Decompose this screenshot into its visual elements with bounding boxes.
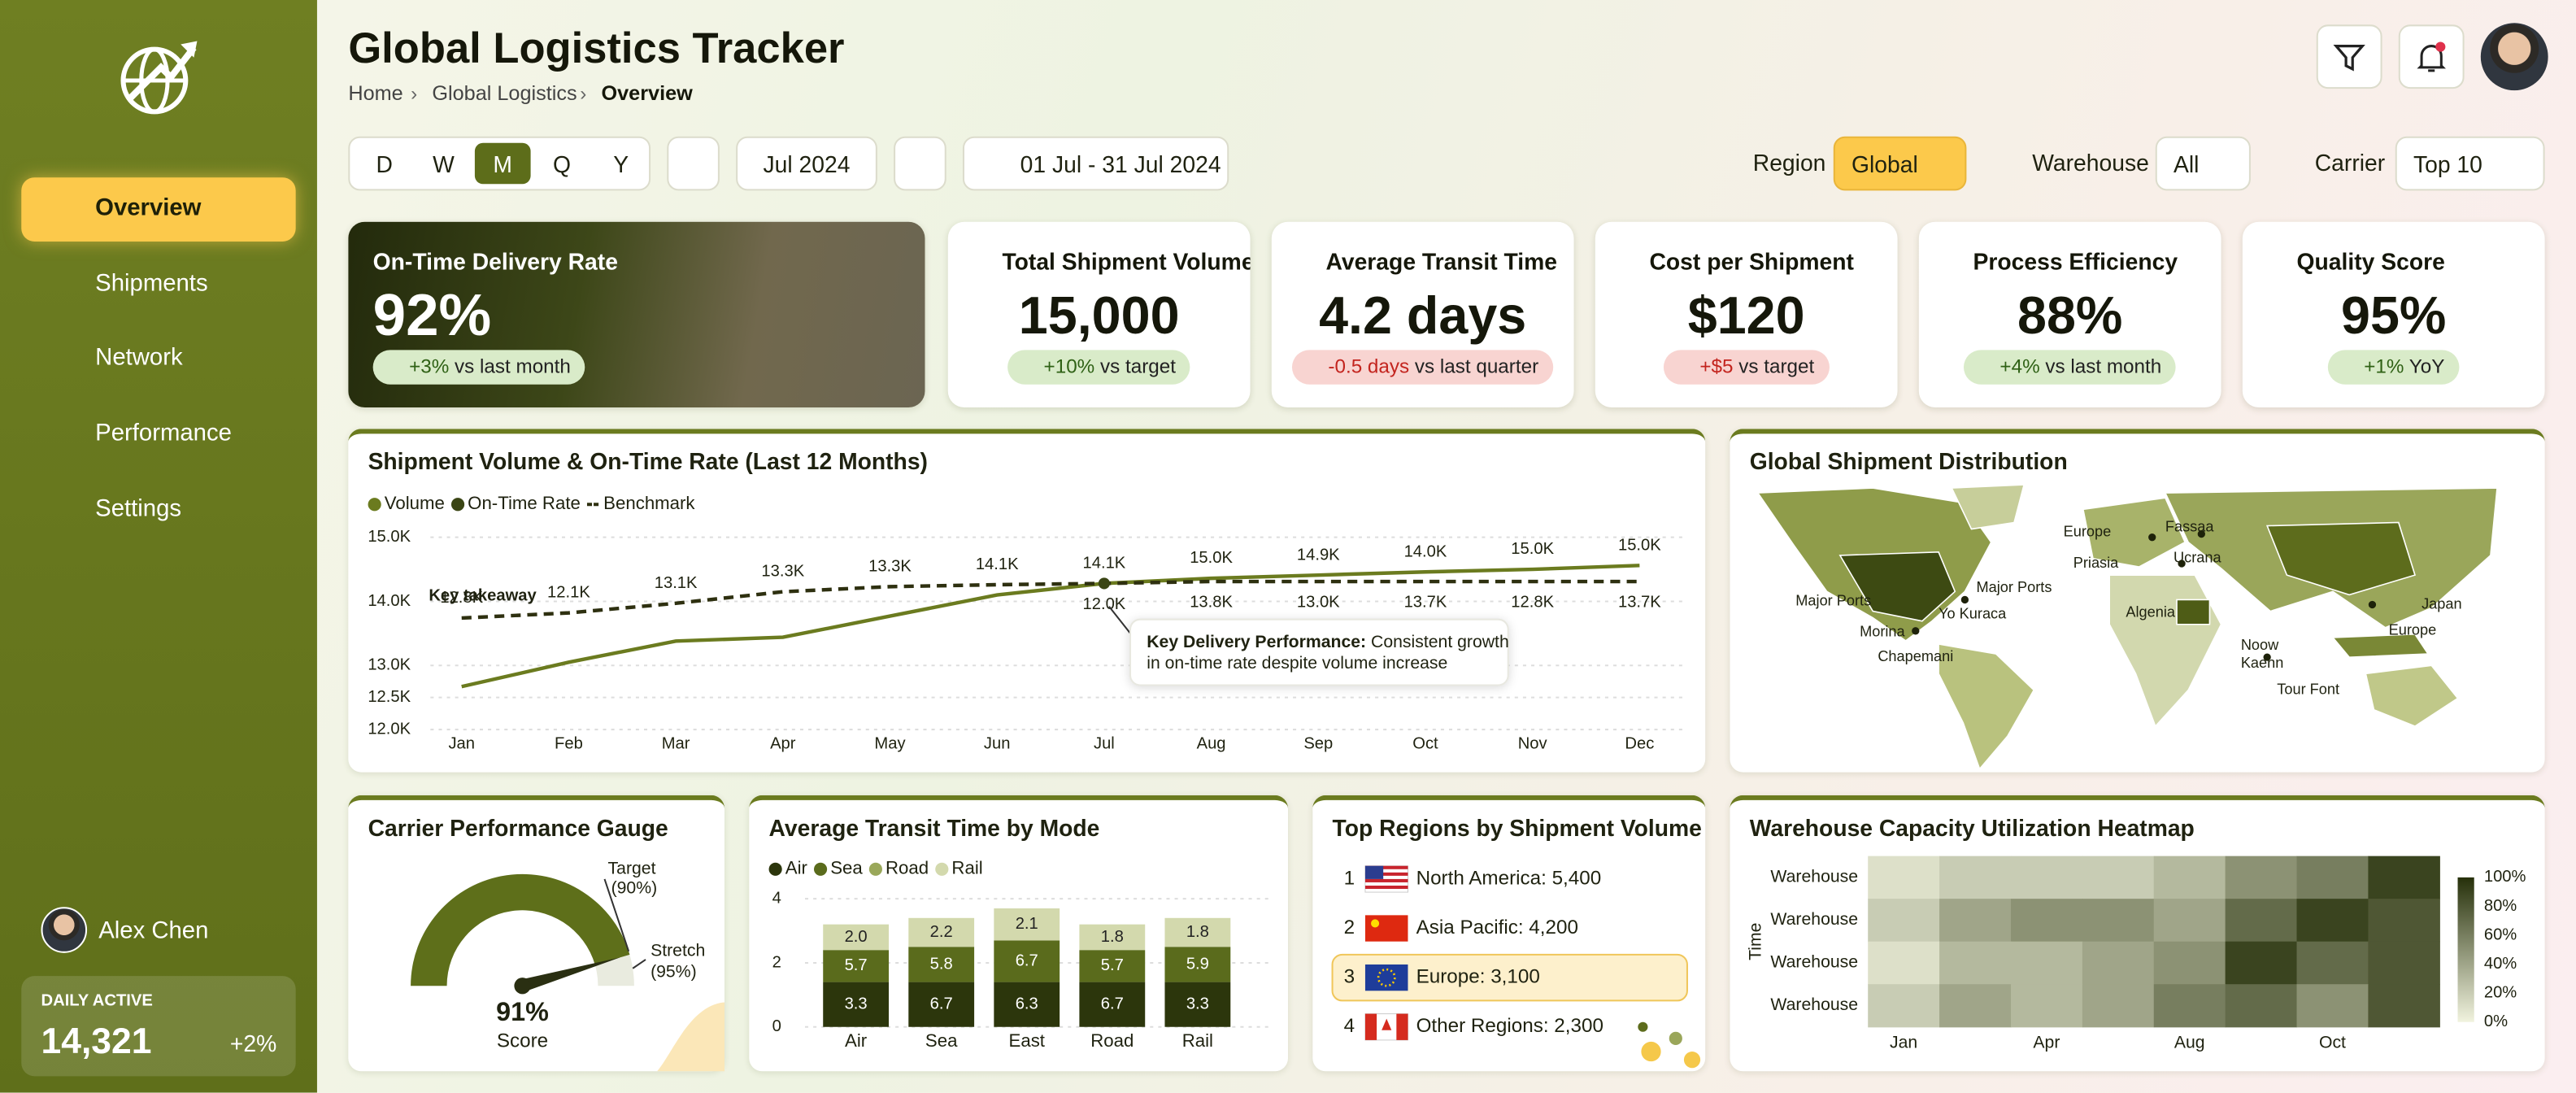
kpi-context: vs last month: [455, 355, 571, 378]
kpi-context: vs target: [1738, 355, 1815, 378]
kpi-title: On-Time Delivery Rate: [372, 248, 618, 275]
kpi-value: 92%: [372, 281, 492, 349]
nav-label: Shipments: [95, 270, 208, 298]
kpi-delta: +4%: [1999, 355, 2040, 378]
breadcrumb-item: Overview: [601, 82, 693, 106]
period-button[interactable]: Q: [552, 150, 571, 177]
breadcrumb-item[interactable]: Home: [348, 82, 403, 106]
period-button[interactable]: W: [433, 150, 455, 177]
heatmap-panel: [1730, 795, 2545, 1072]
nav-item[interactable]: Performance: [21, 403, 295, 467]
nav-item[interactable]: Shipments: [21, 253, 295, 317]
next-button[interactable]: [894, 136, 946, 191]
previous-button[interactable]: [667, 136, 720, 191]
daily-active-value: 14,321: [41, 1020, 152, 1062]
user-name: Alex Chen: [98, 918, 209, 945]
kpi-value: 95%: [2341, 285, 2447, 346]
user-avatar: [41, 907, 88, 953]
daily-active-change: +2%: [229, 1030, 277, 1057]
filter-select[interactable]: Global: [1833, 136, 1967, 191]
nav-item[interactable]: Overview: [21, 177, 296, 242]
filter-button[interactable]: [2316, 24, 2382, 89]
notification-button[interactable]: [2398, 24, 2465, 89]
kpi-context: YoY: [2408, 355, 2445, 378]
kpi-title: Average Transit Time: [1325, 248, 1558, 275]
filter-label: Carrier: [2314, 149, 2386, 176]
kpi-card: Total Shipment Volume 15,000 +10% vs targe…: [947, 221, 1251, 408]
nav-label: Settings: [95, 495, 182, 523]
kpi-change: +4% vs last month: [1963, 350, 2177, 385]
daily-active-label: DAILY ACTIVE: [41, 992, 153, 1011]
kpi-change: +10% vs target: [1007, 350, 1191, 385]
filter-value: All: [2173, 150, 2200, 178]
month-button[interactable]: Jul 2024: [736, 136, 877, 191]
kpi-delta: +$5: [1699, 355, 1734, 378]
kpi-delta: +10%: [1043, 355, 1095, 378]
kpi-value: 4.2 days: [1319, 285, 1527, 346]
regions-panel: [1312, 795, 1706, 1072]
line-chart-panel: [348, 429, 1706, 773]
filter-select[interactable]: Top 10: [2395, 136, 2545, 191]
kpi-context: vs last quarter: [1414, 355, 1539, 378]
nav-label: Network: [95, 346, 183, 372]
kpi-delta: +1%: [2364, 355, 2404, 378]
nav-item[interactable]: Settings: [21, 478, 295, 542]
logo: [120, 41, 198, 115]
kpi-change: +1% YoY: [2327, 350, 2460, 385]
filter-label: Region: [1752, 149, 1826, 176]
header-title: Global Logistics Tracker: [348, 23, 845, 72]
nav-label: Performance: [95, 420, 232, 447]
kpi-title: Process Efficiency: [1973, 248, 2178, 275]
gauge-panel: [348, 795, 724, 1072]
bell-icon: [2417, 41, 2446, 72]
date-range-button[interactable]: 01 Jul - 31 Jul 2024: [962, 136, 1229, 191]
kpi-delta: -0.5 days: [1328, 355, 1410, 378]
kpi-title: Cost per Shipment: [1649, 248, 1854, 275]
period-button[interactable]: Y: [613, 150, 629, 177]
kpi-title: Quality Score: [2296, 248, 2445, 275]
breadcrumb-item[interactable]: Global Logistics: [432, 82, 577, 106]
kpi-title: Total Shipment Volume: [1002, 248, 1251, 275]
kpi-context: vs last month: [2045, 355, 2162, 378]
kpi-delta: +3%: [409, 355, 450, 378]
period-button[interactable]: D: [376, 150, 394, 177]
filter-icon: [2333, 43, 2365, 71]
kpi-card: Process Efficiency 88% +4% vs last month: [1918, 221, 2221, 408]
bar-chart-panel: [749, 795, 1288, 1072]
date-range-text: 01 Jul - 31 Jul 2024: [1020, 150, 1221, 178]
kpi-change: +$5 vs target: [1663, 350, 1830, 385]
daily-active-box: DAILY ACTIVE 14,321 +2%: [21, 976, 296, 1077]
kpi-value: 15,000: [1018, 285, 1180, 346]
filter-value: Global: [1851, 150, 1918, 178]
filter-select[interactable]: All: [2155, 136, 2251, 191]
kpi-card: Average Transit Time 4.2 days -0.5 days vs…: [1271, 221, 1574, 408]
kpi-card: Cost per Shipment $120 +$5 vs target: [1595, 221, 1898, 408]
map-panel: [1730, 429, 2545, 773]
kpi-value: 88%: [2017, 285, 2123, 346]
kpi-change: +3% vs last month: [372, 350, 586, 385]
profile-avatar[interactable]: [2480, 23, 2548, 91]
filter-label: Warehouse: [2032, 149, 2149, 176]
nav-label: Overview: [95, 195, 202, 222]
kpi-card: Quality Score 95% +1% YoY: [2242, 221, 2545, 408]
kpi-value: $120: [1687, 285, 1805, 346]
kpi-card: On-Time Delivery Rate 92% +3% vs last mont…: [348, 221, 925, 408]
breadcrumb-separator: ›: [411, 82, 418, 106]
breadcrumb-separator: ›: [580, 82, 587, 106]
nav-item[interactable]: Network: [21, 328, 295, 392]
kpi-change: -0.5 days vs last quarter: [1291, 350, 1554, 385]
filter-value: Top 10: [2413, 150, 2482, 178]
kpi-context: vs target: [1100, 355, 1177, 378]
period-button[interactable]: M: [474, 142, 531, 185]
